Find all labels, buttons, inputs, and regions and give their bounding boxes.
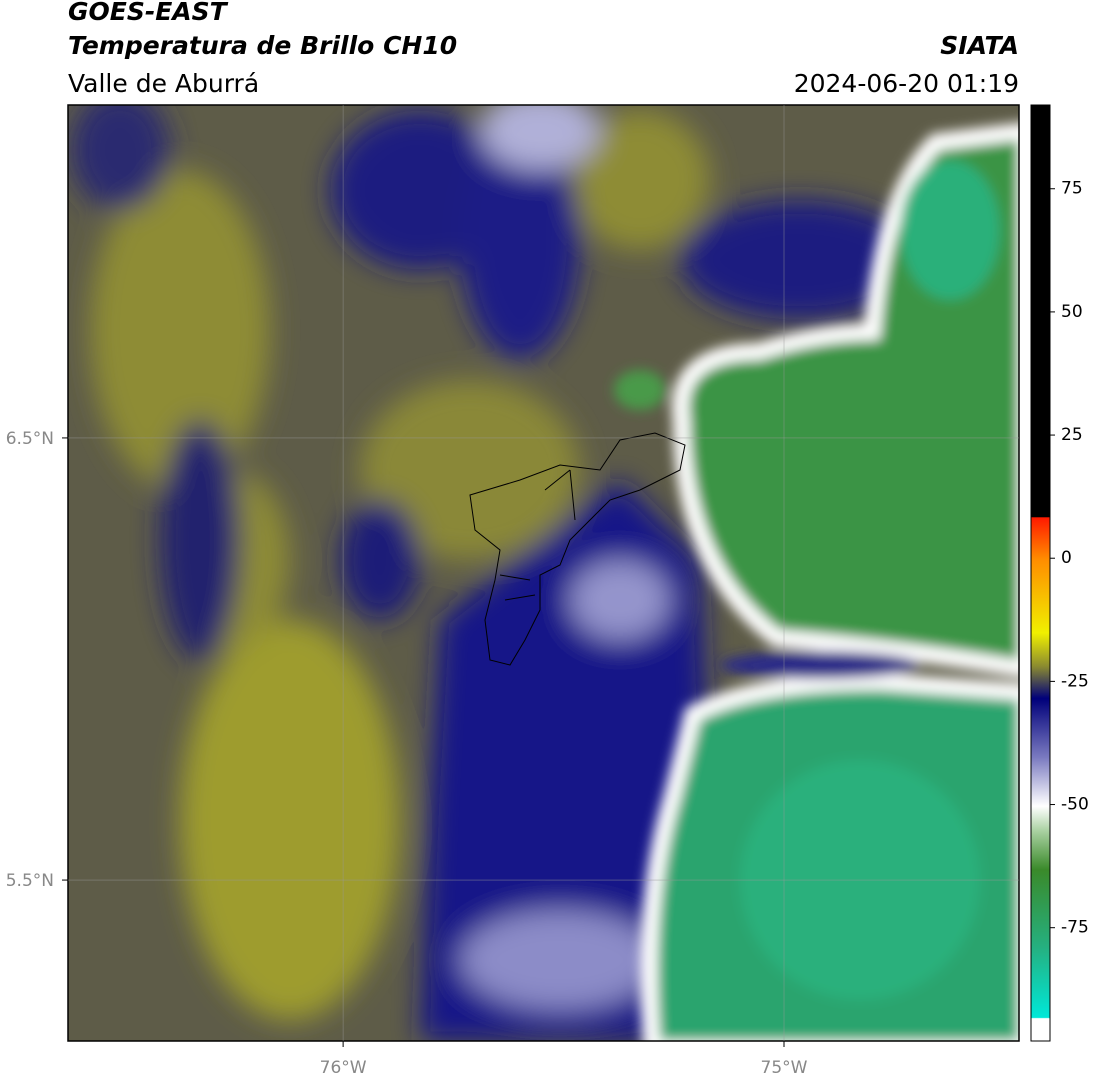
colorbar-label: -75 bbox=[1061, 918, 1089, 938]
colorbar bbox=[1030, 104, 1051, 1042]
valley-outline bbox=[469, 432, 686, 666]
x-tick-label: 75°W bbox=[761, 1058, 808, 1078]
satellite-image bbox=[68, 105, 1019, 1041]
subtitle: Temperatura de Brillo CH10 bbox=[68, 31, 457, 60]
colorbar-label: -50 bbox=[1061, 795, 1089, 815]
region: Valle de Aburrá bbox=[68, 69, 259, 98]
y-tick-label: 6.5°N bbox=[6, 429, 54, 449]
title: GOES-EAST bbox=[68, 0, 229, 26]
datetime: 2024-06-20 01:19 bbox=[794, 69, 1019, 98]
colorbar-label: 0 bbox=[1061, 548, 1072, 568]
source: SIATA bbox=[940, 31, 1019, 60]
y-tick-label: 5.5°N bbox=[6, 871, 54, 891]
map-frame bbox=[67, 104, 1020, 1042]
x-tick-label: 76°W bbox=[320, 1058, 367, 1078]
colorbar-label: 25 bbox=[1061, 425, 1083, 445]
colorbar-label: 75 bbox=[1061, 179, 1083, 199]
colorbar-label: -25 bbox=[1061, 671, 1089, 691]
colorbar-label: 50 bbox=[1061, 302, 1083, 322]
